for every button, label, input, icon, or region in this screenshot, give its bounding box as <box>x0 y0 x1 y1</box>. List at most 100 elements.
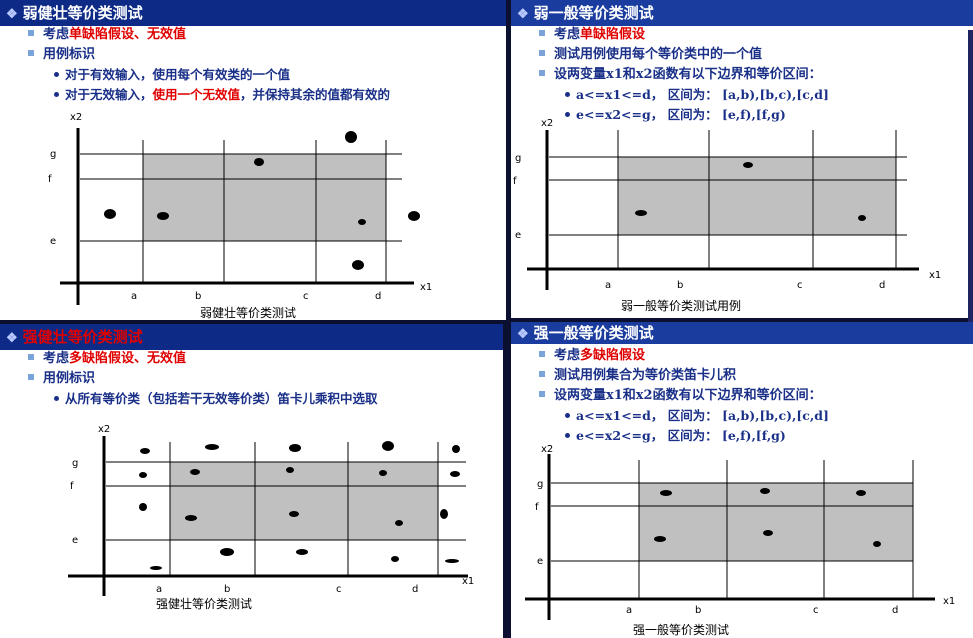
y-tick-label: g <box>537 479 543 490</box>
dot-bullet-icon <box>565 413 570 418</box>
test-point <box>185 515 197 521</box>
x-axis-label: x1 <box>943 596 955 607</box>
test-point <box>395 520 403 526</box>
dot-bullet-icon <box>54 92 59 97</box>
y-tick-label: g <box>50 149 56 160</box>
test-point <box>139 503 147 511</box>
test-point <box>296 549 308 555</box>
bullet-item: 考虑单缺陷假设 <box>539 25 829 45</box>
bullet-text: a<=x1<=d， 区间为： [a,b),[b,c),[c,d] <box>576 408 829 423</box>
slide-title-bar: ❖ 弱健壮等价类测试 <box>0 0 506 26</box>
test-point <box>289 511 299 517</box>
slide-title-bar: ❖ 强一般等价类测试 <box>511 322 973 344</box>
test-point <box>358 219 366 225</box>
window-edge-strip <box>968 30 973 330</box>
square-bullet-icon <box>28 30 34 36</box>
slide-title-bar: ❖ 弱一般等价类测试 <box>511 0 973 26</box>
diagram-caption: 强一般等价类测试 <box>633 622 729 637</box>
x-tick-label: a <box>131 291 137 302</box>
y-tick-label: f <box>513 176 517 187</box>
weak-robust-diagram: x2 x1 g f e a b c d 弱健壮等价类测试 <box>48 112 432 320</box>
test-point <box>760 488 770 494</box>
bullet-emphasis: 多缺陷假设、无效值 <box>69 351 187 366</box>
x-tick-label: a <box>605 280 611 291</box>
diamond-bullet-icon: ❖ <box>6 7 18 22</box>
test-point <box>254 158 264 166</box>
grid-lines <box>549 130 907 268</box>
test-points <box>635 162 866 221</box>
test-point <box>445 559 459 563</box>
bullet-item: 设两变量x1和x2函数有以下边界和等价区间： <box>539 386 829 406</box>
test-point <box>450 471 460 477</box>
test-point <box>352 260 364 270</box>
x-axis-label: x1 <box>462 576 474 587</box>
grid-lines <box>106 442 466 576</box>
dot-bullet-icon <box>54 396 59 401</box>
sub-bullet-item: 从所有等价类（包括若干无效等价类）笛卡儿乘积中选取 <box>28 389 378 409</box>
slide-title: 强一般等价类测试 <box>533 324 654 342</box>
bullet-item: 测试用例使用每个等价类中的一个值 <box>539 45 829 65</box>
x-tick-label: d <box>892 605 898 616</box>
bullet-text: e<=x2<=g， 区间为： [e,f),[f,g) <box>576 428 786 443</box>
test-point <box>205 444 219 450</box>
bullet-item: 设两变量x1和x2函数有以下边界和等价区间： <box>539 65 829 85</box>
slide-title-bar: ❖ 强健壮等价类测试 <box>0 324 503 350</box>
slide-weak-robust: ❖ 弱健壮等价类测试 考虑单缺陷假设、无效值 用例标识 对于有效输入，使用每个有效… <box>0 0 506 320</box>
x-tick-label: b <box>195 291 201 302</box>
bullet-emphasis: 单缺陷假设、无效值 <box>69 27 187 42</box>
dot-bullet-icon <box>565 92 570 97</box>
test-point <box>345 131 357 143</box>
test-point <box>452 445 460 453</box>
x-tick-label: c <box>797 280 803 291</box>
x-tick-label: d <box>375 291 381 302</box>
x-tick-label: c <box>813 605 819 616</box>
diagram-caption: 弱健壮等价类测试 <box>200 305 296 320</box>
valid-region <box>143 154 386 241</box>
valid-region <box>170 462 438 540</box>
square-bullet-icon <box>539 30 545 36</box>
bullet-emphasis: 使用一个无效值 <box>152 87 241 102</box>
x-tick-label: c <box>303 291 309 302</box>
weak-normal-diagram: x2 x1 g f e a b c d 弱一般等价类测试用例 <box>513 118 941 313</box>
bullet-text: 设两变量x1和x2函数有以下边界和等价区间： <box>554 388 822 403</box>
grid-lines <box>551 460 914 598</box>
dot-bullet-icon <box>565 112 570 117</box>
square-bullet-icon <box>28 374 34 380</box>
bullet-list: 考虑单缺陷假设、无效值 用例标识 对于有效输入，使用每个有效类的一个值 对于无效… <box>28 25 390 105</box>
y-tick-label: g <box>515 153 521 164</box>
square-bullet-icon <box>28 50 34 56</box>
test-point <box>220 548 234 556</box>
bullet-text: e<=x2<=g， 区间为： [e,f),[f,g) <box>576 107 786 122</box>
test-point <box>104 209 116 219</box>
bullet-item: 考虑单缺陷假设、无效值 <box>28 25 390 45</box>
y-tick-label: f <box>70 481 74 492</box>
test-points <box>104 131 420 270</box>
test-point <box>408 211 420 221</box>
test-point <box>382 441 394 451</box>
valid-region <box>639 483 913 561</box>
y-tick-label: e <box>515 230 521 241</box>
sub-bullet-item: 对于有效输入，使用每个有效类的一个值 <box>28 65 390 85</box>
bullet-text: 测试用例使用每个等价类中的一个值 <box>554 47 763 62</box>
test-point <box>873 541 881 547</box>
test-point <box>440 509 448 519</box>
grid-lines <box>80 140 402 282</box>
bullet-text: 用例标识 <box>43 47 96 62</box>
bullet-text: 考虑 <box>43 27 70 42</box>
slide-title: 强健壮等价类测试 <box>22 328 143 346</box>
test-point <box>289 444 301 452</box>
diamond-bullet-icon: ❖ <box>517 327 529 342</box>
test-point <box>140 448 150 454</box>
sub-bullet-item: 对于无效输入，使用一个无效值，并保持其余的值都有效的 <box>28 85 390 105</box>
test-points <box>654 488 881 547</box>
y-axis-label: x2 <box>541 444 553 455</box>
bullet-item: 考虑多缺陷假设、无效值 <box>28 349 378 369</box>
bullet-item: 考虑多缺陷假设 <box>539 346 829 366</box>
test-point <box>139 472 147 478</box>
x-tick-label: a <box>626 605 632 616</box>
sub-bullet-item: e<=x2<=g， 区间为： [e,f),[f,g) <box>539 426 829 446</box>
test-point <box>150 566 162 570</box>
test-point <box>391 556 399 562</box>
x-tick-label: b <box>677 280 683 291</box>
x-tick-label: d <box>412 584 418 595</box>
